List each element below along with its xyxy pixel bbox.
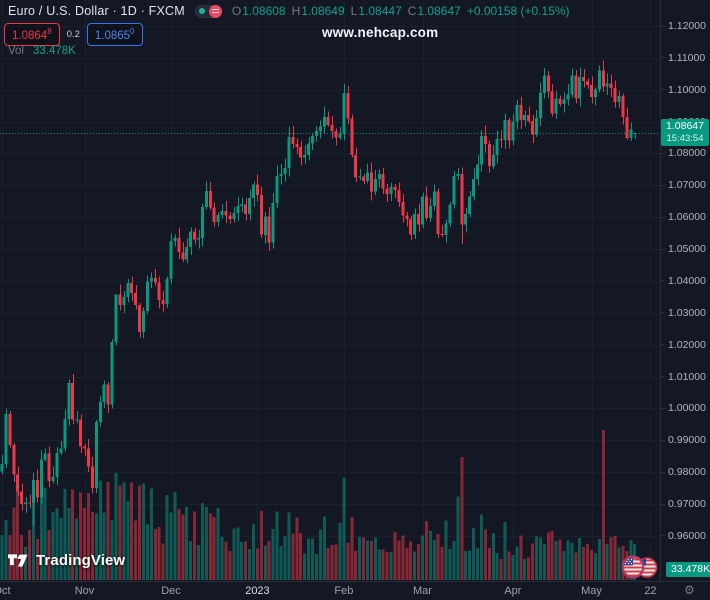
time-tick-label-dec: Dec: [161, 585, 181, 597]
time-tick-label-22: 22: [644, 585, 657, 597]
price-tick-label: 0.99000: [668, 434, 706, 447]
price-tick-mark: [661, 535, 665, 537]
price-tick-mark: [661, 25, 665, 27]
tradingview-mark-icon: [8, 553, 28, 567]
bid-ask-row: 1.08648 0.2 1.08650: [4, 23, 143, 46]
volume-legend-row: Vol 33.478K: [8, 45, 76, 57]
price-axis[interactable]: 1.120001.110001.100001.090001.080001.070…: [660, 0, 710, 581]
price-tick-label: 1.00000: [668, 402, 706, 415]
indicator-toggle[interactable]: [194, 4, 222, 18]
price-tick-label: 1.12000: [668, 20, 706, 32]
time-axis[interactable]: Oct Nov Dec 2023 Feb Mar Apr May 22: [0, 581, 710, 600]
time-tick-label-oct: Oct: [0, 585, 11, 597]
price-tick-mark: [661, 407, 665, 409]
open-label: O: [231, 4, 242, 18]
time-tick-label-feb: Feb: [334, 585, 354, 597]
symbol-title[interactable]: Euro / U.S. Dollar · 1D · FXCM: [8, 4, 185, 18]
ask-price: 1.0865: [94, 29, 131, 42]
price-tick-mark: [661, 184, 665, 186]
time-tick-label-2023: 2023: [245, 585, 270, 597]
price-tick-label: 0.96000: [668, 529, 706, 542]
price-tick-mark: [661, 376, 665, 378]
volume-label[interactable]: Vol: [8, 45, 24, 57]
bid-price: 1.0864: [12, 29, 48, 42]
bar-countdown: 15:43:54: [666, 133, 704, 145]
close-label: C: [407, 4, 417, 18]
price-tick-mark: [661, 344, 665, 346]
price-tick-label: 1.06000: [668, 211, 706, 224]
chart-legend-row: Euro / U.S. Dollar · 1D · FXCM O1.08608 …: [8, 4, 570, 18]
close-value: 1.08647: [417, 4, 461, 18]
high-value: 1.08649: [301, 4, 345, 18]
price-tick-mark: [661, 57, 665, 59]
time-tick-label-mar: Mar: [413, 585, 432, 597]
last-price-badge: 1.08647 15:43:54: [661, 119, 709, 147]
volume-badge: 33.478K: [666, 562, 710, 577]
price-tick-mark: [661, 216, 665, 218]
price-tick-label: 0.98000: [668, 466, 706, 479]
time-tick-label-may: May: [581, 585, 602, 597]
time-tick-label-apr: Apr: [504, 585, 522, 597]
price-tick-mark: [661, 152, 665, 154]
volume-value: 33.478K: [33, 45, 76, 57]
price-tick-label: 1.03000: [668, 306, 706, 319]
ohlc-legend: O1.08608 H1.08649 L1.08447 C1.08647 +0.0…: [232, 4, 570, 18]
price-tick-mark: [661, 312, 665, 314]
site-watermark: www.nehcap.com: [322, 25, 439, 40]
spread-value: 0.2: [66, 28, 80, 40]
price-tick-label: 1.05000: [668, 243, 706, 256]
last-price-value: 1.08647: [666, 120, 704, 133]
price-tick-mark: [661, 280, 665, 282]
ask-price-fraction: 0: [130, 27, 135, 36]
tradingview-logo-text: TradingView: [36, 552, 126, 569]
bid-price-fraction: 8: [47, 27, 52, 36]
price-tick-label: 1.08000: [668, 147, 706, 160]
price-tick-label: 1.07000: [668, 179, 706, 192]
price-tick-mark: [661, 471, 665, 473]
price-tick-label: 1.02000: [668, 338, 706, 351]
time-tick-label-nov: Nov: [74, 585, 95, 597]
axis-settings-gear-icon[interactable]: ⚙: [684, 583, 695, 597]
price-tick-mark: [661, 89, 665, 91]
price-tick-label: 1.04000: [668, 274, 706, 287]
price-tick-mark: [661, 248, 665, 250]
toggle-dot-icon: [198, 8, 205, 14]
high-label: H: [291, 4, 301, 18]
sell-bid-button[interactable]: 1.08648: [4, 23, 60, 46]
low-value: 1.08447: [358, 4, 402, 18]
low-label: L: [350, 4, 358, 18]
price-tick-label: 1.10000: [668, 83, 706, 96]
change-value: +0.00158 (+0.15%): [466, 4, 570, 18]
price-tick-label: 1.01000: [668, 370, 706, 383]
open-value: 1.08608: [242, 4, 286, 18]
price-tick-mark: [661, 439, 665, 441]
price-tick-label: 0.97000: [668, 498, 706, 511]
currency-pair-flags-icon: [621, 555, 658, 579]
price-tick-mark: [661, 503, 665, 505]
tradingview-logo[interactable]: TradingView: [8, 552, 125, 569]
price-tick-label: 1.11000: [668, 51, 706, 64]
toggle-menu-icon: [208, 4, 222, 18]
buy-ask-button[interactable]: 1.08650: [86, 23, 143, 46]
